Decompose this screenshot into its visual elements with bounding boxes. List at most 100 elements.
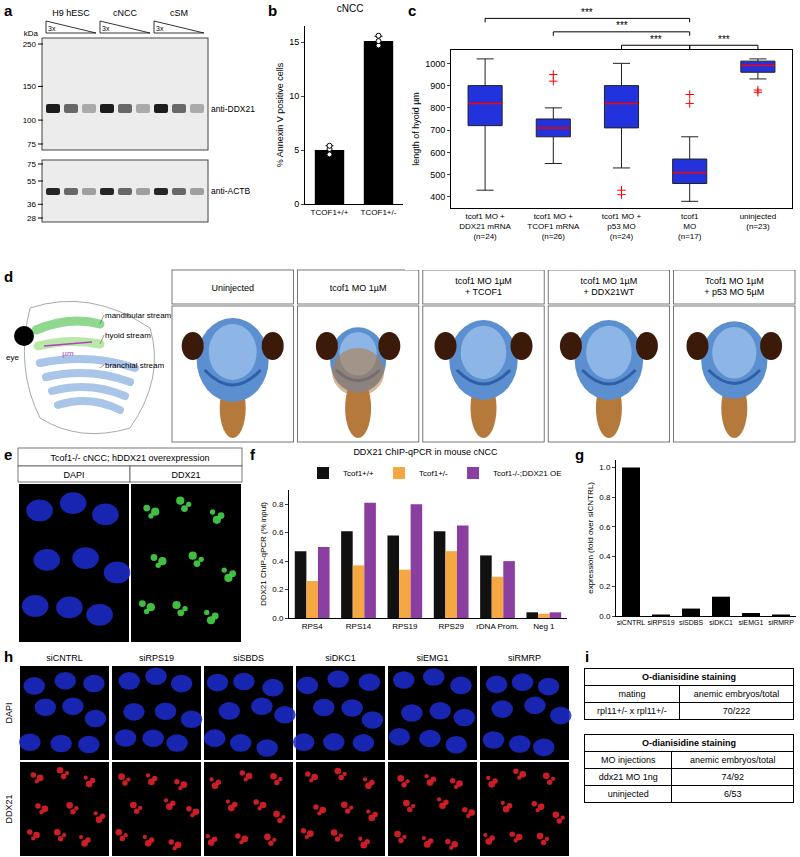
svg-text:siCNTRL: siCNTRL [617,619,645,626]
svg-text:rDNA Prom.: rDNA Prom. [476,622,519,631]
svg-text:150: 150 [23,82,37,91]
svg-text:Neg 1: Neg 1 [533,622,555,631]
svg-text:***: *** [650,34,662,45]
html-text:rpl11+/- x rpl11+/-: rpl11+/- x rpl11+/- [597,706,667,716]
html-text:h: h [4,648,14,665]
html-text:O-dianisidine staining: O-dianisidine staining [642,672,736,682]
svg-text:siSDBS: siSDBS [679,619,703,626]
svg-text:siRPS19: siRPS19 [139,653,174,663]
svg-text:cSM: cSM [170,8,188,18]
svg-text:tcof1 MO 1µM+ DDX21WT: tcof1 MO 1µM+ DDX21WT [581,276,638,297]
svg-text:RPS19: RPS19 [392,622,418,631]
svg-text:siEMG1: siEMG1 [416,653,448,663]
svg-text:0: 0 [294,199,299,209]
svg-text:Uninjected: Uninjected [211,283,254,293]
svg-text:1.0: 1.0 [599,463,611,472]
svg-text:10: 10 [289,91,299,101]
svg-text:0.2: 0.2 [599,582,611,591]
svg-text:0.0: 0.0 [272,614,284,623]
svg-text:55: 55 [27,177,36,186]
svg-text:DDX21: DDX21 [171,470,200,480]
svg-text:400: 400 [430,192,445,202]
svg-text:0.6: 0.6 [599,523,611,532]
svg-text:28: 28 [27,214,36,223]
svg-text:tcof1 MO 1µM: tcof1 MO 1µM [330,283,387,293]
svg-text:***: *** [581,7,593,18]
svg-text:RPS29: RPS29 [438,622,464,631]
svg-text:length of hyoid µm: length of hyoid µm [411,92,421,166]
svg-text:siRMRP: siRMRP [508,653,541,663]
svg-text:900: 900 [430,81,445,91]
svg-text:anti-ACTB: anti-ACTB [211,186,251,196]
svg-text:siRMRP: siRMRP [768,619,794,626]
svg-text:36: 36 [27,200,36,209]
svg-text:tcof1 MO +DDX21 mRNA(n=24): tcof1 MO +DDX21 mRNA(n=24) [459,212,511,242]
html-text:g: g [575,446,585,463]
svg-text:branchial stream: branchial stream [105,361,164,370]
svg-text:siSBDS: siSBDS [233,653,264,663]
svg-text:kDa: kDa [24,29,39,38]
svg-text:RPS14: RPS14 [346,622,372,631]
svg-text:uninjected(n=23): uninjected(n=23) [740,212,776,231]
svg-text:siCNTRL: siCNTRL [46,653,83,663]
svg-text:DAPI: DAPI [4,702,14,723]
svg-text:500: 500 [430,170,445,180]
html-text:b: b [268,2,278,19]
svg-text:mandibular stream: mandibular stream [105,311,172,320]
svg-text:0.0: 0.0 [599,612,611,621]
svg-text:eye: eye [6,353,19,362]
svg-text:µm: µm [62,349,74,358]
svg-text:DAPI: DAPI [63,470,84,480]
svg-text:expression (fold over siCNTRL): expression (fold over siCNTRL) [586,482,595,594]
svg-text:75: 75 [27,160,36,169]
svg-text:RPS4: RPS4 [302,622,323,631]
svg-text:siDKC1: siDKC1 [709,619,733,626]
svg-text:0.4: 0.4 [272,557,284,566]
svg-text:0.2: 0.2 [272,585,284,594]
svg-text:***: *** [718,34,730,45]
svg-text:0.8: 0.8 [272,500,284,509]
svg-text:TCOF1+/-: TCOF1+/- [361,208,397,217]
svg-text:Tcof1+/+: Tcof1+/+ [343,469,374,478]
svg-text:75: 75 [27,140,36,149]
svg-text:siEMG1: siEMG1 [739,619,764,626]
svg-text:DDX21 ChIP-qPCR in mouse cNCC: DDX21 ChIP-qPCR in mouse cNCC [353,447,498,457]
svg-text:DDX21 ChIP-qPCR (% input): DDX21 ChIP-qPCR (% input) [259,502,268,606]
svg-text:siDKC1: siDKC1 [325,653,356,663]
html-text:d: d [4,268,14,285]
svg-text:Tcof1-/- cNCC; hDDX21 overexpr: Tcof1-/- cNCC; hDDX21 overexpression [50,453,209,463]
svg-text:3x: 3x [156,25,164,32]
svg-text:hyoid stream: hyoid stream [105,331,151,340]
svg-text:3x: 3x [48,25,56,32]
svg-text:0.8: 0.8 [599,493,611,502]
svg-text:anti-DDX21: anti-DDX21 [211,104,255,114]
svg-text:***: *** [616,20,628,31]
svg-text:tcof1 MO +TCOF1 mRNA(n=26): tcof1 MO +TCOF1 mRNA(n=26) [527,212,580,242]
svg-text:0.6: 0.6 [272,528,284,537]
svg-text:cNCC: cNCC [337,3,364,14]
svg-text:H9 hESC: H9 hESC [52,8,90,18]
svg-text:1000: 1000 [425,59,445,69]
svg-text:15: 15 [289,37,299,47]
svg-text:siRPS19: siRPS19 [647,619,674,626]
html-text:anemic embryos/total: anemic embryos/total [693,689,780,699]
svg-text:Tcof1+/-: Tcof1+/- [419,469,448,478]
svg-text:Tcof1 MO 1µM+ p53 MO 5µM: Tcof1 MO 1µM+ p53 MO 5µM [704,276,764,297]
svg-text:Tcof1-/-;DDX21 OE: Tcof1-/-;DDX21 OE [493,469,561,478]
svg-text:3x: 3x [102,25,110,32]
svg-text:DDX21: DDX21 [4,794,14,823]
svg-text:5: 5 [294,145,299,155]
svg-text:tcof1 MO +p53 MO(n=24): tcof1 MO +p53 MO(n=24) [602,212,642,242]
svg-text:800: 800 [430,103,445,113]
svg-text:600: 600 [430,148,445,158]
svg-text:TCOF1+/+: TCOF1+/+ [311,208,349,217]
svg-text:cNCC: cNCC [113,8,137,18]
svg-text:tcof1MO(n=17): tcof1MO(n=17) [678,212,702,242]
svg-text:700: 700 [430,125,445,135]
svg-text:0.4: 0.4 [599,552,611,561]
svg-text:tcof1 MO 1µM+ TCOF1: tcof1 MO 1µM+ TCOF1 [455,276,512,297]
svg-text:100: 100 [23,116,37,125]
svg-text:250: 250 [23,40,37,49]
html-text:mating: mating [618,689,646,699]
svg-text:% Annexin V positive cells: % Annexin V positive cells [275,62,285,167]
